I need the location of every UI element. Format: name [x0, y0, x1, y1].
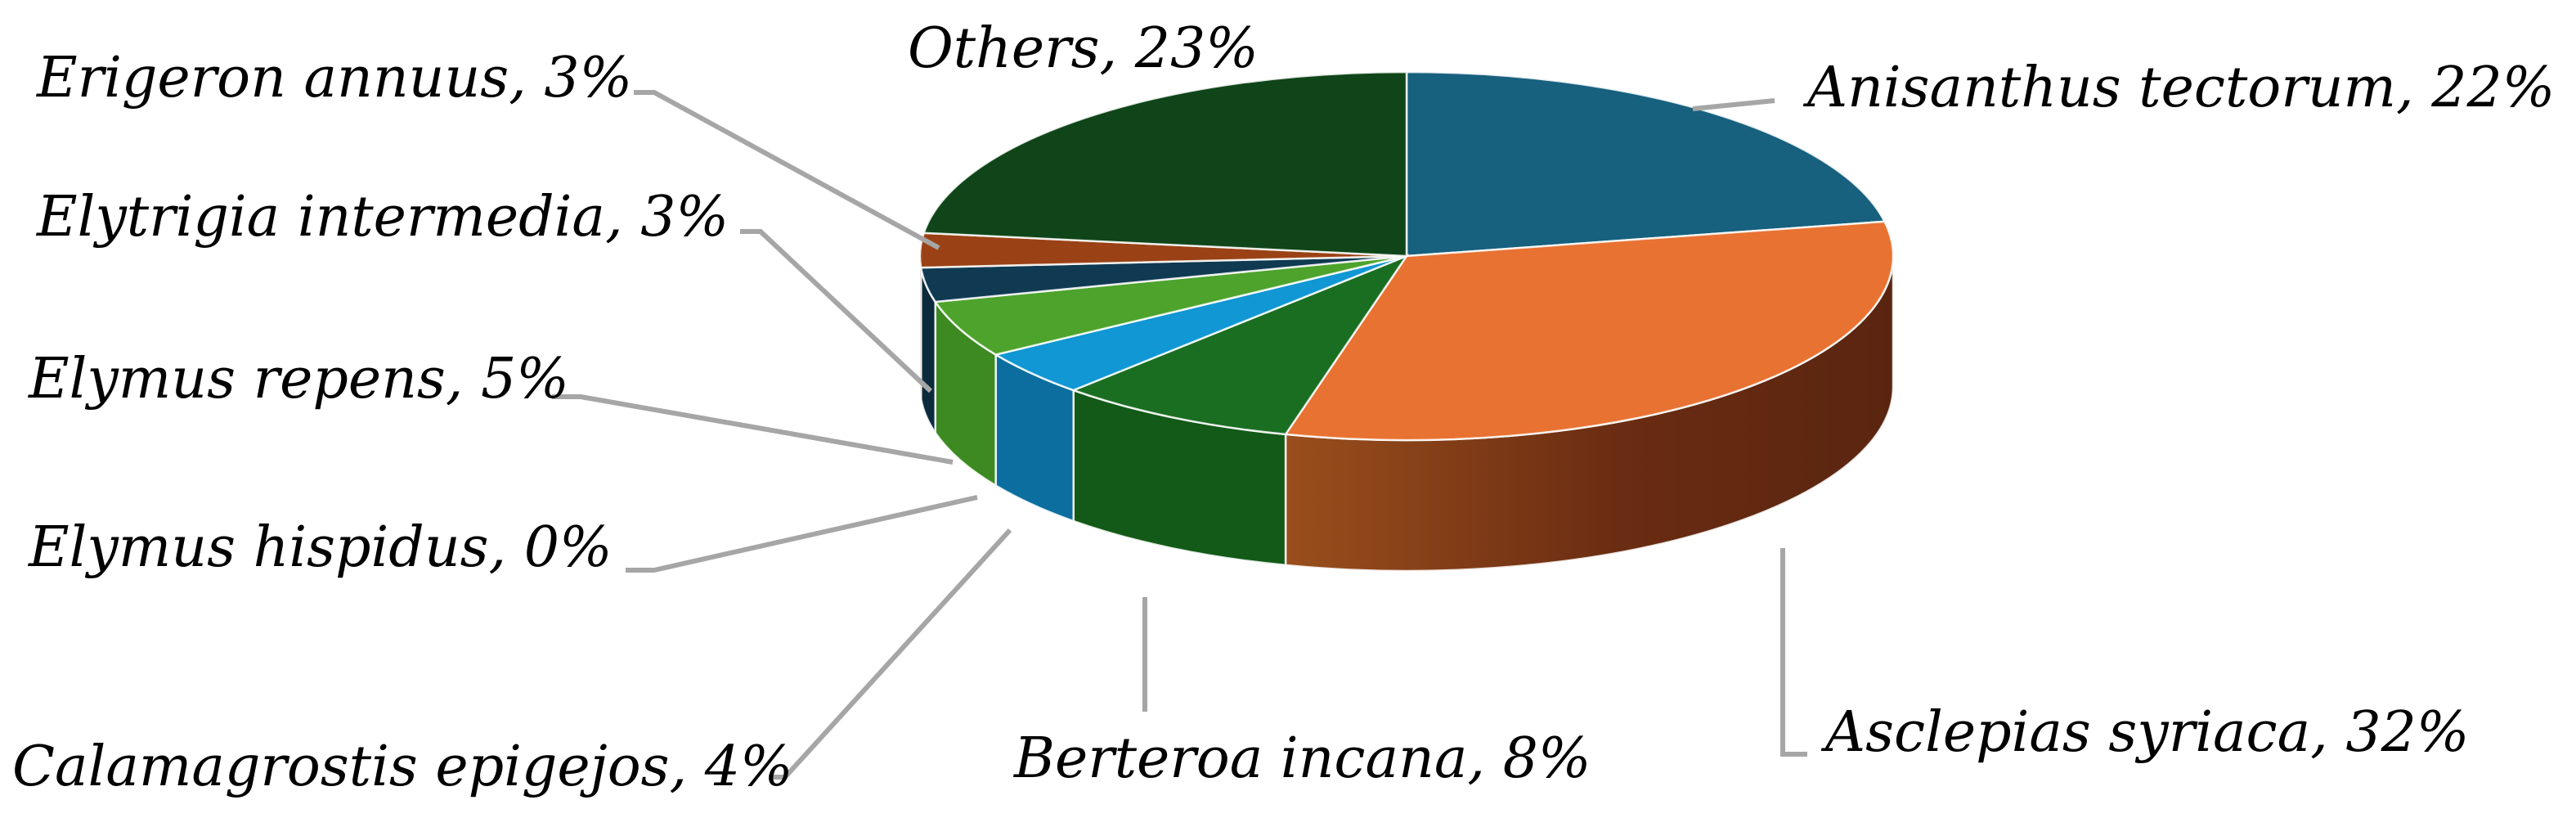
data-label-elymus-repens: Elymus repens, 5% — [27, 347, 569, 411]
data-label-asclepias-syriaca: Asclepias syriaca, 32% — [1820, 700, 2470, 765]
data-label-elymus-hispidus: Elymus hispidus, 0% — [27, 515, 613, 580]
data-label-elytrigia-intermedia: Elytrigia intermedia, 3% — [35, 185, 729, 249]
leader-line-asclepias-syriaca — [1780, 548, 1807, 757]
data-label-anisanthus-tectorum: Anisanthus tectorum, 22% — [1802, 56, 2555, 120]
slice-others — [922, 70, 1408, 258]
data-label-erigeron-annuus: Erigeron annuus, 3% — [35, 46, 632, 110]
data-labels: Anisanthus tectorum, 22% Asclepias syriac… — [12, 16, 2555, 799]
leader-line-anisanthus-tectorum — [1692, 98, 1775, 111]
data-label-calamagrostis-epigejos: Calamagrostis epigejos, 4% — [12, 735, 793, 799]
slice-side-erigeron-annuus — [918, 255, 922, 399]
pie-slices — [918, 70, 1895, 442]
pie-sides — [918, 255, 1895, 573]
data-label-berteroa-incana: Berteroa incana, 8% — [1012, 726, 1591, 791]
leader-line-erigeron-annuus — [634, 90, 940, 250]
data-label-others: Others, 23% — [908, 16, 1259, 81]
slice-asclepias-syriaca — [1283, 220, 1895, 442]
slice-anisanthus-tectorum — [1405, 70, 1887, 258]
leader-line-elytrigia-intermedia — [740, 229, 933, 393]
leader-lines — [552, 90, 1807, 780]
leader-line-elymus-repens — [552, 394, 954, 465]
slice-elymus-repens — [933, 254, 1407, 356]
slice-berteroa-incana — [1070, 254, 1410, 436]
leader-line-elymus-hispidus — [626, 495, 978, 573]
leader-line-calamagrostis-epigejos — [769, 528, 1012, 780]
